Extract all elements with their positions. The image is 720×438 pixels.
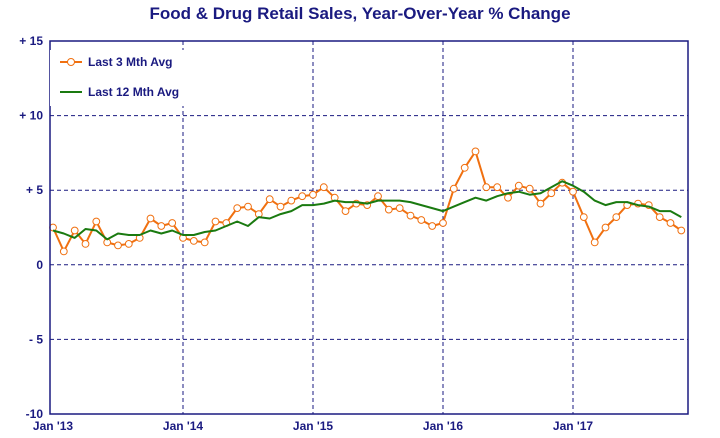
data-point-last-3-mth-avg <box>525 184 534 193</box>
y-tick-label: + 15 <box>19 34 43 48</box>
legend-label-last-3-mth-avg: Last 3 Mth Avg <box>88 55 172 69</box>
y-tick-label: + 10 <box>19 109 43 123</box>
data-point-last-3-mth-avg <box>666 219 675 227</box>
data-point-last-3-mth-avg <box>579 213 588 222</box>
data-point-last-3-mth-avg <box>189 237 198 245</box>
data-point-last-3-mth-avg <box>460 163 469 172</box>
data-point-last-3-mth-avg <box>276 202 285 211</box>
data-point-last-3-mth-avg <box>514 181 523 190</box>
data-point-last-3-mth-avg <box>200 238 209 247</box>
data-point-last-3-mth-avg <box>482 183 491 192</box>
data-point-last-3-mth-avg <box>81 240 90 248</box>
y-axis-ticks: + 15 + 10 + 5 0 - 5 -10 <box>19 34 43 421</box>
data-point-last-3-mth-avg <box>211 217 220 226</box>
data-point-last-3-mth-avg <box>428 222 437 230</box>
data-point-last-3-mth-avg <box>374 192 382 201</box>
data-point-last-3-mth-avg <box>298 192 307 201</box>
legend-marker-last-3-mth-avg <box>67 58 75 66</box>
data-point-last-3-mth-avg <box>439 219 447 227</box>
legend-label-last-12-mth-avg: Last 12 Mth Avg <box>88 85 179 99</box>
x-tick-label: Jan '16 <box>423 419 464 433</box>
data-point-last-3-mth-avg <box>146 214 155 223</box>
data-point-last-3-mth-avg <box>319 183 328 192</box>
x-tick-label: Jan '17 <box>553 419 594 433</box>
data-point-last-3-mth-avg <box>590 238 599 247</box>
data-point-last-3-mth-avg <box>287 196 296 205</box>
data-point-last-3-mth-avg <box>449 184 458 193</box>
y-tick-label: -10 <box>26 407 44 421</box>
data-point-last-3-mth-avg <box>114 241 122 250</box>
y-tick-label: 0 <box>36 258 43 272</box>
data-point-last-3-mth-avg <box>168 219 177 227</box>
x-tick-label: Jan '15 <box>293 419 334 433</box>
data-point-last-3-mth-avg <box>341 207 350 216</box>
series-layer <box>49 147 686 256</box>
y-tick-label: + 5 <box>26 183 43 197</box>
data-point-last-3-mth-avg <box>601 223 610 232</box>
data-point-last-3-mth-avg <box>70 226 79 235</box>
data-point-last-3-mth-avg <box>504 193 512 202</box>
data-point-last-3-mth-avg <box>612 213 621 222</box>
data-point-last-3-mth-avg <box>233 204 242 213</box>
data-point-last-3-mth-avg <box>655 213 664 222</box>
data-point-last-3-mth-avg <box>244 202 252 211</box>
grid-lines <box>50 41 688 414</box>
data-point-last-3-mth-avg <box>417 216 426 224</box>
data-point-last-3-mth-avg <box>677 226 686 235</box>
data-point-last-3-mth-avg <box>157 222 166 230</box>
data-point-last-3-mth-avg <box>92 217 101 226</box>
data-point-last-3-mth-avg <box>265 195 274 204</box>
series-line-last-12-mth-avg <box>52 180 682 241</box>
data-point-last-3-mth-avg <box>406 211 415 220</box>
data-point-last-3-mth-avg <box>569 187 577 196</box>
y-tick-label: - 5 <box>29 332 43 346</box>
data-point-last-3-mth-avg <box>493 183 502 192</box>
legend-box <box>50 50 220 106</box>
x-axis-ticks: Jan '13 Jan '14 Jan '15 Jan '16 Jan '17 <box>33 419 594 433</box>
data-point-last-3-mth-avg <box>384 205 393 214</box>
data-point-last-3-mth-avg <box>395 204 404 213</box>
data-point-last-3-mth-avg <box>59 247 68 256</box>
data-point-last-3-mth-avg <box>547 189 556 198</box>
data-point-last-3-mth-avg <box>471 147 480 156</box>
data-point-last-3-mth-avg <box>536 199 545 208</box>
chart-title: Food & Drug Retail Sales, Year-Over-Year… <box>149 4 571 23</box>
x-tick-label: Jan '14 <box>163 419 204 433</box>
legend: Last 3 Mth Avg Last 12 Mth Avg <box>50 50 220 106</box>
data-point-last-3-mth-avg <box>124 240 133 248</box>
x-tick-label: Jan '13 <box>33 419 74 433</box>
data-point-last-3-mth-avg <box>309 190 317 199</box>
plot-frame <box>49 40 689 415</box>
